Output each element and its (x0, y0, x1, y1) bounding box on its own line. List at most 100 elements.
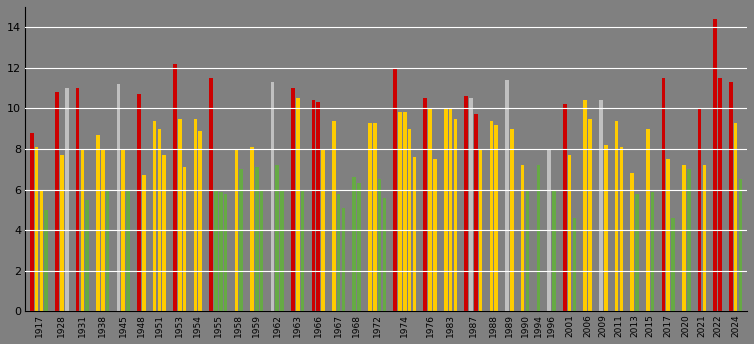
Bar (604, 145, 608, 311)
Bar (332, 120, 336, 311)
Bar (464, 96, 468, 311)
Bar (317, 102, 320, 311)
Bar (142, 175, 146, 311)
Bar (35, 147, 38, 311)
Bar (382, 198, 386, 311)
Bar (537, 165, 540, 311)
Bar (357, 183, 361, 311)
Bar (444, 108, 448, 311)
Bar (301, 190, 305, 311)
Bar (713, 19, 717, 311)
Bar (214, 190, 218, 311)
Bar (662, 78, 665, 311)
Bar (368, 122, 372, 311)
Bar (469, 98, 473, 311)
Bar (373, 122, 376, 311)
Bar (630, 173, 634, 311)
Bar (521, 165, 525, 311)
Bar (526, 190, 529, 311)
Bar (563, 104, 566, 311)
Bar (615, 120, 618, 311)
Bar (378, 180, 382, 311)
Bar (412, 157, 416, 311)
Bar (250, 147, 254, 311)
Bar (424, 98, 427, 311)
Bar (224, 194, 228, 311)
Bar (474, 115, 477, 311)
Bar (449, 108, 452, 311)
Bar (729, 82, 733, 311)
Bar (398, 112, 402, 311)
Bar (137, 94, 141, 311)
Bar (44, 210, 48, 311)
Bar (635, 194, 639, 311)
Bar (311, 100, 315, 311)
Bar (81, 149, 84, 311)
Bar (584, 100, 587, 311)
Bar (403, 112, 406, 311)
Bar (321, 149, 325, 311)
Bar (734, 122, 737, 311)
Bar (291, 88, 295, 311)
Bar (703, 165, 706, 311)
Bar (682, 165, 685, 311)
Bar (106, 190, 109, 311)
Bar (280, 190, 284, 311)
Bar (572, 218, 576, 311)
Bar (495, 125, 498, 311)
Bar (162, 155, 166, 311)
Bar (85, 200, 89, 311)
Bar (352, 178, 356, 311)
Bar (173, 64, 177, 311)
Bar (489, 120, 493, 311)
Bar (198, 131, 202, 311)
Bar (667, 159, 670, 311)
Bar (671, 218, 675, 311)
Bar (547, 149, 551, 311)
Bar (739, 180, 742, 311)
Bar (552, 190, 556, 311)
Bar (194, 119, 198, 311)
Bar (510, 129, 513, 311)
Bar (30, 133, 34, 311)
Bar (453, 119, 457, 311)
Bar (296, 98, 299, 311)
Bar (178, 119, 182, 311)
Bar (651, 192, 654, 311)
Bar (646, 129, 650, 311)
Bar (126, 190, 130, 311)
Bar (101, 149, 105, 311)
Bar (40, 190, 43, 311)
Bar (75, 88, 79, 311)
Bar (697, 108, 701, 311)
Bar (568, 155, 572, 311)
Bar (687, 169, 691, 311)
Bar (158, 129, 161, 311)
Bar (599, 100, 602, 311)
Bar (97, 135, 100, 311)
Bar (337, 194, 340, 311)
Bar (408, 129, 412, 311)
Bar (275, 165, 279, 311)
Bar (255, 167, 259, 311)
Bar (479, 149, 483, 311)
Bar (588, 119, 592, 311)
Bar (260, 190, 263, 311)
Bar (117, 84, 121, 311)
Bar (210, 78, 213, 311)
Bar (121, 149, 125, 311)
Bar (182, 167, 186, 311)
Bar (60, 155, 64, 311)
Bar (234, 149, 238, 311)
Bar (428, 108, 432, 311)
Bar (505, 80, 509, 311)
Bar (342, 208, 345, 311)
Bar (718, 78, 722, 311)
Bar (239, 169, 243, 311)
Bar (219, 192, 222, 311)
Bar (394, 68, 397, 311)
Bar (65, 88, 69, 311)
Bar (55, 92, 59, 311)
Bar (433, 159, 437, 311)
Bar (271, 82, 274, 311)
